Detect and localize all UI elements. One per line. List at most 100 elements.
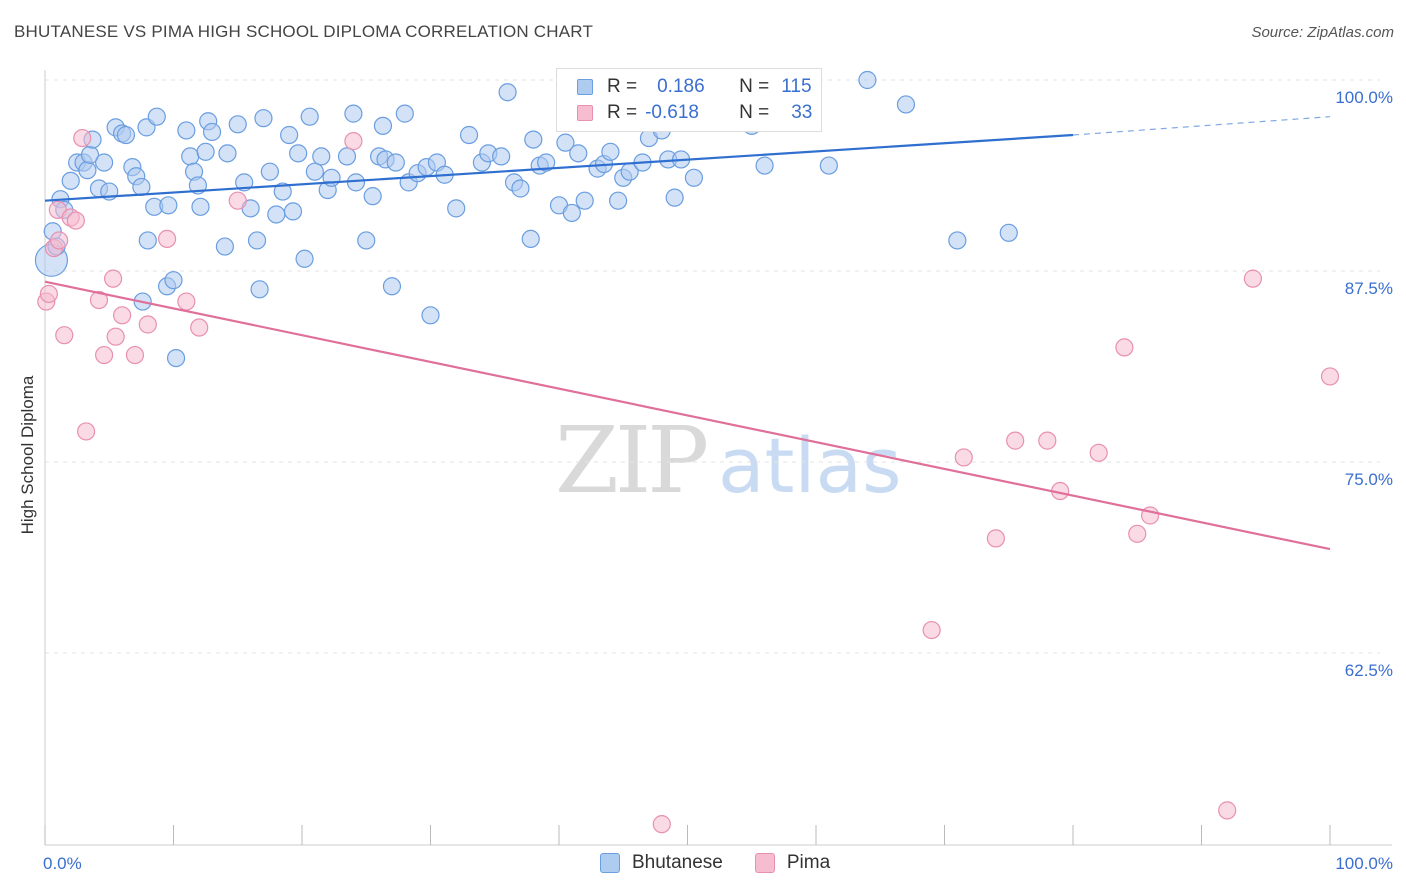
bhutanese-point: [609, 191, 628, 210]
bhutanese-point: [537, 153, 556, 172]
bhutanese-point: [215, 237, 234, 256]
bhutanese-point: [556, 133, 575, 152]
bhutanese-point: [601, 142, 620, 161]
bhutanese-point: [305, 162, 324, 181]
pima-trend-line: [44, 280, 1331, 551]
bhutanese-point: [948, 231, 967, 250]
bhutanese-point: [289, 144, 308, 163]
bhutanese-point: [61, 171, 80, 190]
bhutanese-point: [202, 122, 222, 142]
r-label: R =: [607, 102, 638, 123]
y-axis-title: High School Diploma: [18, 375, 37, 535]
bhutanese-point: [267, 205, 286, 224]
bhutanese-point: [164, 271, 183, 290]
bhutanese-point: [312, 147, 331, 166]
pima-point: [1038, 431, 1057, 450]
bhutanese-point: [280, 125, 299, 145]
pima-point: [922, 620, 941, 640]
bhutanese-point: [363, 187, 382, 206]
pima-point: [55, 326, 74, 345]
pima-point: [1218, 801, 1237, 820]
pima-point: [1128, 524, 1147, 543]
bhutanese-point: [819, 156, 838, 175]
watermark-zip: ZIP: [555, 407, 706, 514]
pima-point: [344, 132, 363, 151]
bhutanese-point: [395, 104, 414, 123]
x-tick-label: 0.0%: [43, 854, 82, 873]
r-value: -0.618: [645, 102, 699, 123]
bhutanese-point: [346, 173, 366, 192]
bhutanese-point: [147, 107, 166, 126]
r-value: 0.186: [657, 76, 705, 97]
bhutanese-point: [177, 121, 196, 140]
bhutanese-point: [896, 95, 916, 114]
pima-point: [39, 284, 58, 304]
bhutanese-point: [116, 125, 136, 145]
bhutanese-trend-extension: [1072, 116, 1331, 136]
bhutanese-point: [337, 147, 357, 166]
pima-point: [1115, 338, 1134, 357]
bhutanese-point: [228, 115, 247, 134]
pima-point: [954, 448, 973, 467]
pima-point: [1006, 431, 1025, 450]
bhutanese-point: [492, 147, 511, 166]
bhutanese-point: [218, 144, 237, 163]
bhutanese-point: [755, 156, 774, 175]
pima-point: [106, 327, 125, 346]
bhutanese-point: [421, 306, 440, 325]
pima-point: [177, 292, 196, 311]
bhutanese-point: [665, 188, 684, 207]
legend-item-bhutanese: Bhutanese: [600, 852, 723, 874]
pima-point: [89, 290, 109, 310]
bhutanese-point: [273, 182, 292, 201]
legend-label: Bhutanese: [632, 852, 723, 873]
bhutanese-point: [344, 104, 363, 123]
bhutanese-point: [138, 231, 157, 250]
y-tick-label: 75.0%: [1345, 470, 1393, 489]
bhutanese-trend-line: [44, 133, 1074, 202]
bhutanese-point: [562, 203, 581, 223]
pima-point: [157, 229, 177, 249]
pima-point: [1320, 367, 1340, 386]
bhutanese-point: [521, 229, 540, 249]
bhutanese-point: [373, 116, 393, 135]
series-legend: Bhutanese Pima: [600, 852, 862, 874]
pima-point: [50, 231, 69, 250]
pima-point: [1089, 443, 1108, 462]
pima-point: [125, 345, 145, 365]
bhutanese-point: [132, 177, 151, 197]
pima-point: [1243, 269, 1263, 288]
bhutanese-point: [569, 144, 588, 163]
x-tick-label: 100.0%: [1335, 854, 1393, 873]
n-label: N =: [739, 76, 770, 97]
pima-swatch: [577, 105, 593, 121]
pima-point: [190, 318, 209, 337]
bhutanese-point: [524, 130, 543, 149]
pima-point: [138, 315, 157, 334]
pima-swatch: [754, 853, 775, 873]
bhutanese-point: [511, 179, 530, 198]
bhutanese-point: [254, 109, 273, 128]
bhutanese-point: [382, 277, 402, 296]
bhutanese-point: [357, 231, 376, 250]
legend-item-pima: Pima: [754, 852, 831, 874]
pima-point: [112, 306, 132, 325]
bhutanese-point: [191, 197, 210, 216]
source-label: Source: ZipAtlas.com: [1251, 24, 1394, 41]
bhutanese-point: [78, 161, 97, 180]
bhutanese-point: [260, 162, 279, 181]
n-label: N =: [739, 102, 770, 123]
bhutanese-point: [247, 231, 267, 250]
bhutanese-point: [684, 168, 704, 187]
legend-label: Pima: [786, 852, 831, 873]
bhutanese-point: [386, 153, 405, 172]
bhutanese-point: [166, 348, 186, 368]
pima-point: [986, 529, 1006, 548]
n-value: 115: [781, 76, 812, 97]
n-value: 33: [791, 102, 813, 123]
bhutanese-point: [575, 191, 594, 210]
y-tick-label: 62.5%: [1345, 661, 1393, 680]
r-label: R =: [607, 76, 638, 97]
bhutanese-point: [181, 147, 200, 166]
bhutanese-point: [498, 83, 517, 102]
